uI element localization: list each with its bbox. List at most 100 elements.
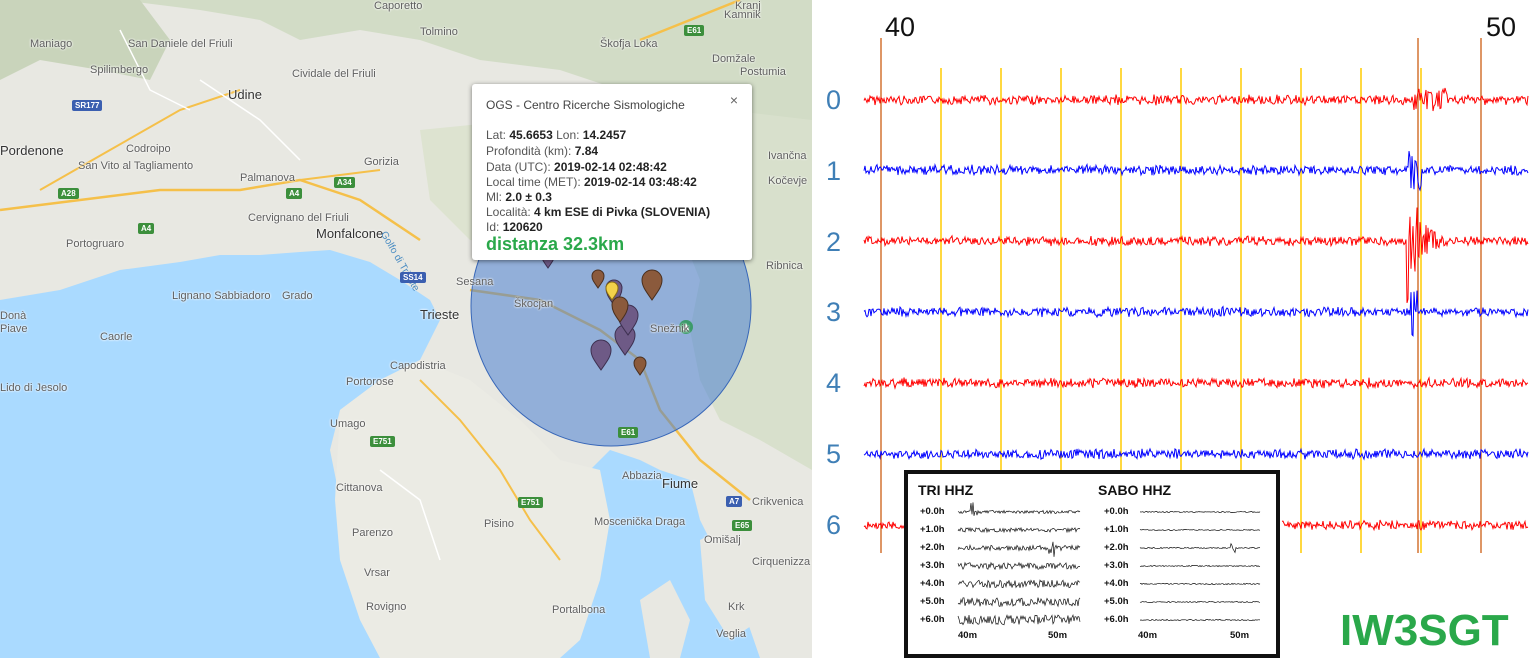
place-label: Parenzo — [352, 527, 393, 539]
inset-title-tri: TRI HHZ — [918, 482, 974, 498]
place-label: Snežnik — [650, 323, 690, 335]
popup-depth: Profondità (km): 7.84 — [486, 144, 599, 158]
marker-pin[interactable] — [591, 269, 605, 289]
place-label: Maniago — [30, 38, 73, 50]
marker-pin[interactable] — [590, 339, 612, 371]
popup-id: Id: 120620 — [486, 220, 543, 234]
inset-x-label: 50m — [1230, 630, 1250, 641]
road-e61-north — [639, 0, 741, 42]
place-label: Cividale del Friuli — [292, 68, 376, 80]
row-label-5: 5 — [826, 439, 842, 469]
helicorder-trace — [1139, 510, 1261, 514]
place-label: Kranj — [735, 0, 761, 12]
helicorder-trace — [957, 597, 1081, 608]
road-a4 — [0, 178, 421, 242]
place-label: Monfalcone — [316, 226, 384, 241]
road-shield: A28 — [58, 188, 79, 199]
seismogram-trace — [863, 290, 1529, 337]
place-label: Tolmino — [420, 26, 458, 38]
seismogram-trace — [863, 87, 1529, 112]
place-label: Gorizia — [364, 156, 399, 168]
place-label: Cirquenizza — [752, 556, 811, 568]
place-label: Cittanova — [336, 482, 383, 494]
marker-pin[interactable] — [611, 296, 629, 323]
place-label: Cervignano del Friuli — [248, 212, 349, 224]
tick-label-50: 50 — [1486, 12, 1517, 42]
inset-x-label: 40m — [958, 630, 978, 641]
road-shield: A4 — [286, 188, 303, 199]
road-shield: E65 — [732, 520, 753, 531]
helicorder-trace — [957, 613, 1081, 626]
inset-hour-label: +3.0h — [920, 560, 945, 571]
inset-hour-label: +2.0h — [1104, 542, 1129, 553]
road-shield: E61 — [618, 427, 639, 438]
inset-hour-label: +1.0h — [1104, 524, 1129, 535]
place-label: Omišalj — [704, 534, 741, 546]
place-label: Portalbona — [552, 604, 606, 616]
place-label: Sesana — [456, 276, 494, 288]
place-label: Portogruaro — [66, 238, 125, 250]
place-label: Palmanova — [240, 172, 296, 184]
marker-pin[interactable] — [605, 281, 619, 301]
inset-x-label: 50m — [1048, 630, 1068, 641]
place-label: Caorle — [100, 331, 133, 343]
place-label: Kamnik — [724, 9, 761, 21]
road-shield: E751 — [370, 436, 395, 447]
place-label: Škofja Loka — [600, 38, 658, 50]
road-shield: SS14 — [400, 272, 426, 283]
helicorder-trace — [1139, 528, 1261, 531]
place-label: Ribnica — [766, 260, 803, 272]
road-shield: A4 — [138, 223, 155, 234]
inset-hour-label: +4.0h — [1104, 578, 1129, 589]
popup-magnitude: Ml: 2.0 ± 0.3 — [486, 190, 552, 204]
row-label-1: 1 — [826, 156, 842, 186]
place-label: Crikvenica — [752, 496, 804, 508]
seismogram-panel: 40 50 0 1 2 3 4 5 6 TRI HHZ SABO HHZ +0.… — [812, 0, 1536, 658]
popup-latlon: Lat: 45.6653 Lon: 14.2457 — [486, 128, 627, 142]
place-label: Ivančna — [768, 150, 807, 162]
place-label: Kočevje — [768, 175, 808, 187]
helicorder-trace — [957, 502, 1081, 516]
road-shield: E61 — [684, 25, 705, 36]
place-label: Donà — [0, 310, 27, 322]
map-panel[interactable]: Maniago San Daniele del Friuli Spilimbergo… — [0, 0, 812, 658]
road-secondary — [119, 29, 701, 561]
inset-hour-label: +5.0h — [1104, 596, 1129, 607]
seismogram-trace — [863, 207, 1529, 304]
place-label: Capodistria — [390, 360, 446, 372]
helicorder-inset: TRI HHZ SABO HHZ +0.0h +0.0h +1.0h +1.0h +2.… — [904, 470, 1280, 658]
place-label: Lignano Sabbiadoro — [172, 290, 271, 302]
cres-island — [640, 580, 690, 658]
place-label: Caporetto — [374, 0, 423, 12]
place-label: Moscenička Draga — [594, 516, 686, 528]
popup-distance: distanza 32.3km — [486, 234, 625, 254]
seismogram-trace — [863, 151, 1529, 192]
place-label: Umago — [330, 418, 366, 430]
road-shield: SR177 — [72, 100, 103, 111]
place-label: San Vito al Tagliamento — [78, 160, 194, 172]
row-label-4: 4 — [826, 368, 842, 398]
inset-hour-label: +4.0h — [920, 578, 945, 589]
popup-utc: Data (UTC): 2019-02-14 02:48:42 — [486, 160, 667, 174]
seismogram-trace — [863, 519, 1529, 532]
place-label: Veglia — [716, 628, 746, 640]
road-a34 — [299, 169, 381, 181]
row-label-0: 0 — [826, 85, 842, 115]
row-label-2: 2 — [826, 227, 842, 257]
inset-x-label: 40m — [1138, 630, 1158, 641]
place-label: Udine — [228, 87, 262, 102]
inset-hour-label: +1.0h — [920, 524, 945, 535]
mountains-north — [0, 0, 812, 140]
marker-pin[interactable] — [641, 269, 663, 301]
row-label-3: 3 — [826, 297, 842, 327]
marker-pin[interactable] — [633, 356, 647, 376]
place-label: Pordenone — [0, 143, 64, 158]
place-label: Pisino — [484, 518, 514, 530]
place-label: Vrsar — [364, 567, 390, 579]
popup-location: Località: 4 km ESE di Pivka (SLOVENIA) — [486, 205, 711, 219]
popup-local: Local time (MET): 2019-02-14 03:48:42 — [486, 175, 697, 189]
istria — [335, 360, 610, 658]
helicorder-plot — [957, 502, 1261, 626]
inset-hour-label: +0.0h — [920, 506, 945, 517]
close-icon[interactable]: × — [729, 92, 738, 108]
